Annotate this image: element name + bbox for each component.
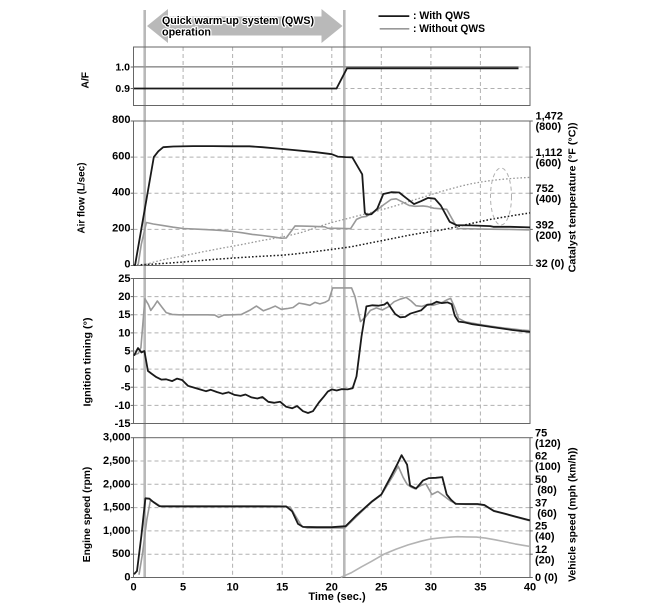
svg-text:15: 15 [276,582,288,594]
svg-text:35: 35 [474,582,486,594]
svg-text:Vehicle speed (mph (km/h)): Vehicle speed (mph (km/h)) [567,447,579,582]
svg-text:0: 0 [124,259,130,271]
svg-text:392: 392 [536,219,554,231]
svg-text:Air flow (L/sec): Air flow (L/sec) [76,163,88,234]
svg-text:0.9: 0.9 [115,83,130,95]
svg-text:1,000: 1,000 [103,525,131,537]
svg-text:25: 25 [118,273,130,285]
svg-text:800: 800 [112,114,130,126]
svg-text:: Without QWS: : Without QWS [413,23,485,35]
svg-text:37: 37 [535,497,547,509]
svg-text:: With QWS: : With QWS [413,10,470,22]
svg-text:Engine speed (rpm): Engine speed (rpm) [81,467,93,563]
svg-text:(20): (20) [535,554,555,566]
svg-text:operation: operation [162,27,211,39]
svg-text:(800): (800) [536,121,562,133]
svg-text:75: 75 [535,427,547,439]
svg-text:2,500: 2,500 [103,455,131,467]
svg-text:752: 752 [536,183,554,195]
svg-text:(200): (200) [536,230,562,242]
svg-text:600: 600 [112,150,130,162]
svg-text:12: 12 [535,544,547,556]
svg-text:(60): (60) [535,508,557,520]
svg-text:1.0: 1.0 [115,61,130,73]
svg-text:Ignition timing (°): Ignition timing (°) [82,318,94,407]
svg-text:0: 0 [130,582,136,594]
svg-text:-5: -5 [121,382,131,394]
svg-text:0 (0): 0 (0) [535,572,558,584]
svg-text:10: 10 [118,327,130,339]
svg-text:1,112: 1,112 [536,147,563,159]
svg-text:Quick warm-up system (QWS): Quick warm-up system (QWS) [162,15,314,27]
svg-text:10: 10 [226,582,238,594]
svg-text:30: 30 [425,582,437,594]
svg-text:62: 62 [535,451,547,463]
svg-text:1,472: 1,472 [536,111,564,123]
svg-text:50: 50 [535,474,547,486]
svg-text:Time (sec.): Time (sec.) [308,591,366,603]
svg-text:-10: -10 [115,400,131,412]
svg-text:5: 5 [180,582,186,594]
svg-text:40: 40 [524,582,536,594]
svg-text:(600): (600) [536,157,562,169]
svg-text:-15: -15 [115,418,131,430]
svg-text:200: 200 [112,223,130,235]
svg-text:(100): (100) [535,461,561,473]
svg-text:A/F: A/F [80,71,92,88]
svg-text:20: 20 [118,291,130,303]
svg-text:500: 500 [112,548,130,560]
svg-text:Catalyst temperature (°F (°C)): Catalyst temperature (°F (°C)) [567,122,579,272]
svg-text:400: 400 [112,186,130,198]
svg-text:1,500: 1,500 [103,502,131,514]
svg-text:25: 25 [535,521,547,533]
svg-text:(400): (400) [536,194,562,206]
svg-text:3,000: 3,000 [103,432,131,444]
svg-text:5: 5 [124,345,130,357]
svg-text:25: 25 [375,582,387,594]
svg-text:32 (0): 32 (0) [536,258,565,270]
svg-text:0: 0 [124,572,130,584]
svg-text:2,000: 2,000 [103,478,131,490]
svg-text:(120): (120) [535,438,561,450]
svg-text:0: 0 [124,364,130,376]
svg-text:15: 15 [118,309,130,321]
svg-text:(80): (80) [535,485,557,497]
svg-text:(40): (40) [535,531,555,543]
svg-text:20: 20 [326,582,338,594]
